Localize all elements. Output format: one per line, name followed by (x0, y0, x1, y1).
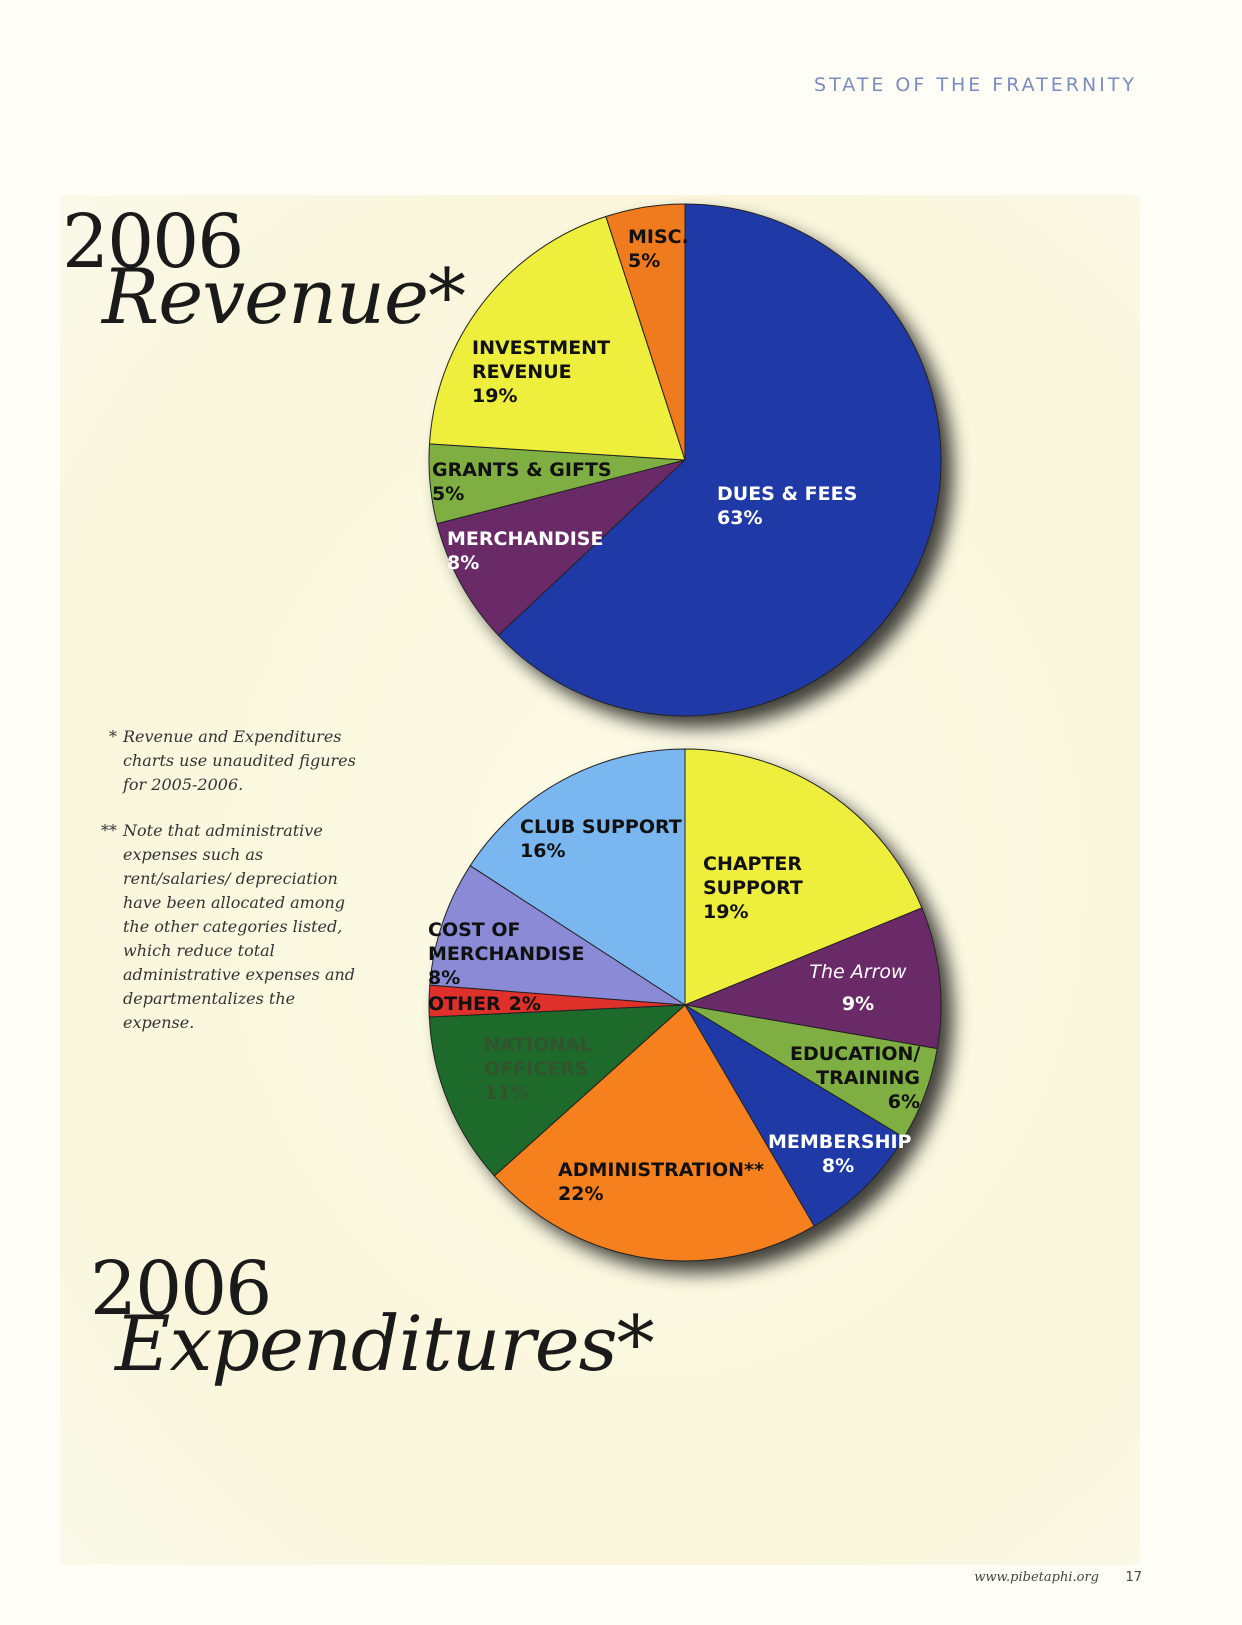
pie-slice (436, 459, 686, 636)
slice-value: 8% (428, 967, 461, 989)
slice-value: 5% (432, 483, 465, 505)
pie-slice (684, 748, 923, 1006)
note-marker: * (109, 727, 117, 746)
section-header: STATE OF THE FRATERNITY (814, 74, 1137, 96)
notes: * Revenue and Expenditures charts use una… (95, 725, 365, 1057)
slice-name: MERCHANDISE (447, 528, 604, 550)
pie-slice (684, 1004, 905, 1227)
slice-name: OTHER (428, 993, 501, 1015)
slice-label: MERCHANDISE 8% (447, 527, 617, 575)
slice-label: CHAPTER SUPPORT 19% (703, 852, 903, 924)
slice-value: 8% (821, 1155, 855, 1177)
pie-slice (683, 907, 942, 1050)
title-word: Expenditures* (115, 1299, 655, 1388)
pie-slice (605, 203, 686, 461)
pie-slice (497, 203, 942, 717)
slice-label: DUES & FEES 63% (717, 482, 877, 530)
slice-name: COST OF MERCHANDISE (428, 919, 585, 965)
slice-name: MISC. (628, 226, 689, 248)
slice-label: The Arrow 9% (803, 960, 913, 1016)
slice-label: MEMBERSHIP 8% (768, 1130, 912, 1178)
slice-name: EDUCATION/ TRAINING (790, 1043, 921, 1089)
slice-value: 5% (628, 250, 661, 272)
slice-value: 19% (703, 901, 749, 923)
slice-name: CHAPTER SUPPORT (703, 853, 803, 899)
slice-name: ADMINISTRATION** (558, 1159, 764, 1181)
note-marker: ** (101, 821, 117, 840)
note: * Revenue and Expenditures charts use una… (95, 725, 365, 797)
slice-value: 16% (520, 840, 566, 862)
slice-label: MISC. 5% (628, 225, 689, 273)
slice-name: The Arrow (809, 961, 907, 983)
pie-slice (469, 748, 686, 1006)
slice-label: COST OF MERCHANDISE 8% (428, 918, 598, 990)
slice-value: 63% (717, 507, 763, 529)
note: ** Note that administrative expenses such… (95, 819, 365, 1035)
slice-label: INVESTMENT REVENUE 19% (472, 336, 612, 408)
slice-name: CLUB SUPPORT (520, 816, 682, 838)
note-text: Revenue and Expenditures charts use unau… (123, 727, 356, 794)
pie-slice (428, 1004, 687, 1177)
slice-value: 2% (508, 993, 541, 1015)
slice-label: EDUCATION/ TRAINING 6% (790, 1042, 920, 1114)
slice-name: DUES & FEES (717, 483, 858, 505)
slice-name: INVESTMENT REVENUE (472, 337, 611, 383)
slice-label: GRANTS & GIFTS 5% (432, 458, 612, 506)
slice-value: 6% (887, 1091, 920, 1113)
slice-name: NATIONAL OFFICERS (484, 1034, 593, 1080)
slice-name: MEMBERSHIP (768, 1131, 912, 1153)
pie-slice (428, 215, 686, 461)
pie-slice (493, 1004, 815, 1262)
chart-title: 2006 Expenditures* (90, 1246, 655, 1388)
slice-label: OTHER 2% (428, 992, 558, 1016)
slice-value: 9% (841, 993, 875, 1015)
title-word: Revenue* (102, 252, 466, 341)
slice-value: 22% (558, 1183, 604, 1205)
note-text: Note that administrative expenses such a… (123, 821, 356, 1032)
slice-name: GRANTS & GIFTS (432, 459, 612, 481)
slice-value: 19% (472, 385, 518, 407)
slice-value: 8% (447, 552, 480, 574)
slice-label: CLUB SUPPORT 16% (520, 815, 690, 863)
page-number: 17 (1125, 1570, 1142, 1585)
title-year: 2006 (90, 1246, 272, 1332)
slice-label: NATIONAL OFFICERS 11% (484, 1033, 604, 1105)
slice-value: 11% (484, 1082, 530, 1104)
slice-label: ADMINISTRATION** 22% (558, 1158, 764, 1206)
footer-url: www.pibetaphi.org (974, 1570, 1099, 1585)
pie-slice (429, 864, 686, 1006)
chart-title: 2006 Revenue* (62, 199, 466, 341)
title-year: 2006 (62, 199, 244, 285)
